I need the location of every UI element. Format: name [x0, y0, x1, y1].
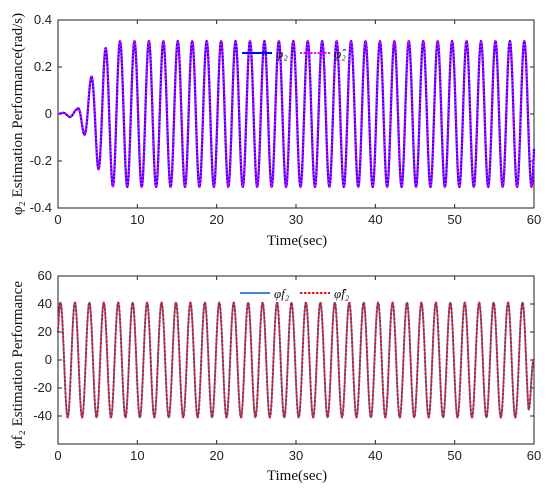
- top-x-tick-label: 60: [527, 212, 541, 227]
- bot-x-tick-label: 30: [289, 448, 303, 463]
- top-x-tick-label: 10: [130, 212, 144, 227]
- bottom-legend-bg: [236, 284, 362, 302]
- top-y-tick-label: -0.4: [30, 200, 52, 215]
- top-x-tick-label: 20: [209, 212, 223, 227]
- top-x-tick-label: 40: [368, 212, 382, 227]
- top-x-ticks: 0 10 20 30 40 50 60: [54, 20, 541, 227]
- top-y-axis-label: φ₂ Estimation Performance(rad/s): [10, 13, 26, 215]
- top-x-tick-label: 0: [54, 212, 61, 227]
- bot-x-tick-label: 50: [447, 448, 461, 463]
- bot-y-tick-label: 0: [45, 352, 52, 367]
- top-x-tick-label: 30: [289, 212, 303, 227]
- bot-x-tick-label: 20: [209, 448, 223, 463]
- bot-y-tick-label: 40: [38, 296, 52, 311]
- top-legend: φ₂ φ̂₂: [242, 46, 346, 61]
- bottom-panel: 0 10 20 30 40 50 60 -40 -20 0 20 40 60 φf₂ φ̂f₂ Tim…: [10, 268, 541, 484]
- bottom-legend: φf₂ φ̂f₂: [236, 284, 362, 302]
- bot-x-tick-label: 40: [368, 448, 382, 463]
- top-y-tick-label: 0: [45, 106, 52, 121]
- top-panel: 0 10 20 30 40 50 60 -0.4 -0.2 0 0.2 0.4 φ₂ φ̂₂ Tim…: [10, 12, 541, 249]
- bottom-y-axis-label: φf₂ Estimation Performance: [10, 281, 26, 449]
- bottom-legend-label-2: φ̂f₂: [334, 286, 350, 301]
- top-series-phi2-hat-line: [57, 40, 535, 188]
- bot-y-tick-label: 60: [38, 268, 52, 283]
- top-x-axis-label: Time(sec): [267, 233, 327, 249]
- bot-y-tick-label: 20: [38, 324, 52, 339]
- top-x-tick-label: 50: [447, 212, 461, 227]
- bottom-series-phif2-hat-line: [57, 301, 535, 419]
- top-legend-label-2: φ̂₂: [334, 46, 346, 61]
- bot-x-tick-label: 60: [527, 448, 541, 463]
- bot-y-tick-label: -40: [33, 408, 52, 423]
- bot-x-tick-label: 10: [130, 448, 144, 463]
- top-y-ticks: -0.4 -0.2 0 0.2 0.4: [30, 12, 534, 215]
- bottom-y-ticks: -40 -20 0 20 40 60: [33, 268, 534, 445]
- top-y-tick-label: -0.2: [30, 153, 52, 168]
- bot-x-tick-label: 0: [54, 448, 61, 463]
- bottom-x-axis-label: Time(sec): [267, 468, 327, 484]
- bottom-legend-label-1: φf₂: [274, 286, 290, 301]
- bottom-x-ticks: 0 10 20 30 40 50 60: [54, 276, 541, 463]
- top-y-tick-label: 0.4: [34, 12, 52, 27]
- top-legend-label-1: φ₂: [276, 46, 288, 61]
- bot-y-tick-label: -20: [33, 380, 52, 395]
- top-y-tick-label: 0.2: [34, 59, 52, 74]
- bottom-series-phif2-line: [57, 301, 535, 419]
